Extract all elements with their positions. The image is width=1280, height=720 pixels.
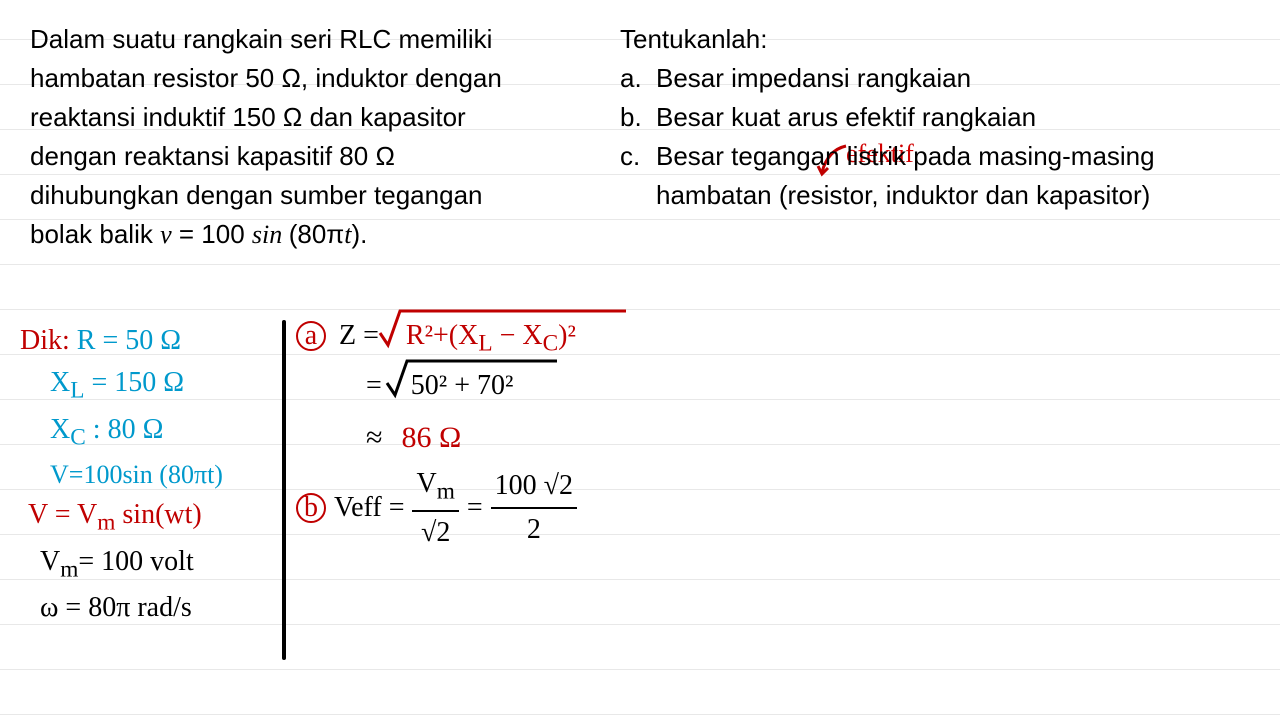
eq-close: ). xyxy=(351,219,367,249)
a-sqrt2: 50² + 70² xyxy=(389,365,514,407)
b-lhs: Veff = xyxy=(334,487,404,529)
marker-circle-b: b xyxy=(296,493,326,523)
given-line-dik: Dik: R = 50 Ω xyxy=(20,320,223,362)
a-lhs: Z = xyxy=(339,320,379,351)
vform-sub: m xyxy=(97,510,115,536)
eq-sin: sin xyxy=(252,220,289,249)
problem-left: Dalam suatu rangkain seri RLC memiliki h… xyxy=(0,0,570,274)
sol-a-line3: ≈ 86 Ω xyxy=(296,415,577,463)
b-frac1-num: Vm xyxy=(412,463,458,512)
sqrt2-svg xyxy=(385,357,565,401)
xl-sub: L xyxy=(70,378,84,404)
a-sqrt1: R²+(XL − XC)² xyxy=(386,315,576,362)
body-b: Besar kuat arus efektif rangkaian efekti… xyxy=(656,98,1210,137)
given-block: Dik: R = 50 Ω XL = 150 Ω XC : 80 Ω V=100… xyxy=(20,320,223,629)
given-Vm: Vm= 100 volt xyxy=(20,541,223,588)
bf1n: V xyxy=(416,468,436,499)
vm-sym: V xyxy=(40,546,60,577)
vm-val: = 100 volt xyxy=(78,546,193,577)
eq-arg: (80π xyxy=(289,219,345,249)
vform-rest: sin(wt) xyxy=(115,499,201,530)
vm-sub: m xyxy=(60,556,78,582)
xc-val: : 80 Ω xyxy=(86,414,164,445)
sol-b-line: b Veff = Vm √2 = 100 √2 2 xyxy=(296,463,577,554)
marker-a: a. xyxy=(620,59,656,98)
item-b: b. Besar kuat arus efektif rangkaian efe… xyxy=(620,98,1210,137)
solution-block: a Z = R²+(XL − XC)² = 50² + 70² xyxy=(296,315,577,554)
dik-label: Dik: xyxy=(20,325,70,356)
right-heading: Tentukanlah: xyxy=(620,20,1210,59)
body-c: Besar tegangan listrik pada masing-masin… xyxy=(656,137,1210,215)
a3-approx: ≈ xyxy=(366,421,382,454)
body-a: Besar impedansi rangkaian xyxy=(656,59,1210,98)
b-frac2: 100 √2 2 xyxy=(491,465,577,551)
marker-b: b. xyxy=(620,98,656,137)
sol-a-line2: = 50² + 70² xyxy=(296,365,577,415)
marker-circle-a: a xyxy=(296,321,326,351)
eq-v: v xyxy=(160,220,172,249)
given-Vform: V = Vm sin(wt) xyxy=(20,494,223,541)
b-frac2-num: 100 √2 xyxy=(491,465,577,509)
item-a: a. Besar impedansi rangkaian xyxy=(620,59,1210,98)
a3-val: 86 Ω xyxy=(401,421,461,454)
xl-val: = 150 Ω xyxy=(84,367,184,398)
problem-body: Dalam suatu rangkain seri RLC memiliki h… xyxy=(30,24,502,249)
vertical-divider xyxy=(282,320,286,660)
eq-eq: = 100 xyxy=(172,219,252,249)
problem-right: Tentukanlah: a. Besar impedansi rangkaia… xyxy=(590,0,1240,235)
b-frac1-den: √2 xyxy=(417,512,454,554)
body-b-text: Besar kuat arus efektif rangkaian xyxy=(656,102,1036,132)
dik-R: R = 50 Ω xyxy=(77,325,181,356)
given-XL: XL = 150 Ω xyxy=(20,362,223,409)
bf1ns: m xyxy=(437,479,455,505)
b-frac1: Vm √2 xyxy=(412,463,458,554)
item-c: c. Besar tegangan listrik pada masing-ma… xyxy=(620,137,1210,215)
sqrt1-svg xyxy=(378,307,628,351)
b-frac2-den: 2 xyxy=(523,509,545,551)
b-eq: = xyxy=(467,487,483,529)
xl-sym: X xyxy=(50,367,70,398)
vform-a: V = V xyxy=(28,499,97,530)
marker-c: c. xyxy=(620,137,656,215)
a2-eq: = xyxy=(366,370,382,401)
xc-sym: X xyxy=(50,414,70,445)
xc-sub: C xyxy=(70,424,86,450)
given-XC: XC : 80 Ω xyxy=(20,409,223,456)
given-V: V=100sin (80πt) xyxy=(20,455,223,494)
given-w: ω = 80π rad/s xyxy=(20,587,223,629)
